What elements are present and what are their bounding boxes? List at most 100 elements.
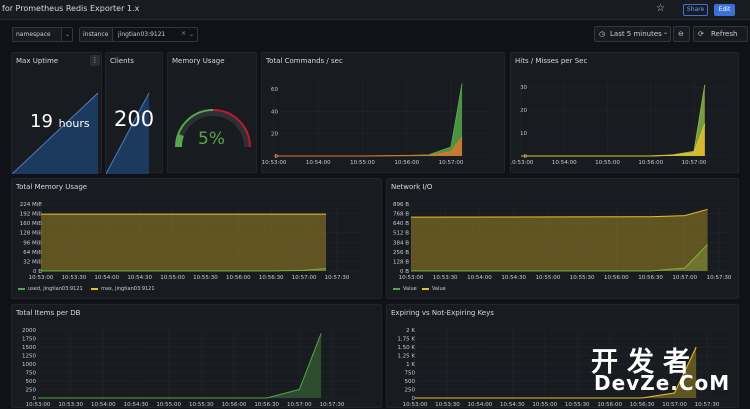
memory-usage-value: 5% xyxy=(198,129,225,149)
sparkline-line xyxy=(106,92,150,174)
panel-hits-misses[interactable]: Hits / Misses per Sec 0 10 20 30 10:53:00 10:… xyxy=(510,52,739,173)
legend-label: Value xyxy=(432,286,446,292)
x-tick-label: 10:56:00 xyxy=(222,402,247,408)
namespace-label: namespace xyxy=(13,28,62,41)
x-tick-label: 10:56:30 xyxy=(254,402,279,408)
series-area xyxy=(521,84,705,156)
x-tick-label: 10:57:00 xyxy=(292,275,317,281)
legend-swatch xyxy=(91,287,98,290)
legend-item[interactable]: used, jingtian03:9121 xyxy=(18,286,83,292)
panel-menu-icon[interactable]: ⋮ xyxy=(90,55,100,66)
clients-value: 200 xyxy=(114,107,155,131)
y-tick-label: 250 xyxy=(405,388,416,394)
instance-value[interactable]: jingtian03:9121 xyxy=(118,31,166,38)
y-tick-label: 896 B xyxy=(393,202,409,208)
share-button[interactable]: Share xyxy=(683,4,708,16)
clear-icon[interactable]: × xyxy=(181,30,187,37)
uptime-value: 19 hours xyxy=(30,111,90,132)
x-tick-label: 10:55:00 xyxy=(350,160,375,166)
x-tick-label: 10:55:30 xyxy=(565,402,590,408)
x-tick-label: 10:53:30 xyxy=(62,275,87,281)
series-area xyxy=(38,333,322,398)
instance-variable[interactable]: instance jingtian03:9121 × ⌄ xyxy=(79,27,198,42)
x-tick-label: 10:57:30 xyxy=(707,275,732,281)
y-tick-label: 768 B xyxy=(393,212,409,218)
star-icon[interactable]: ☆ xyxy=(656,3,665,14)
refresh-button[interactable]: ⟳ Refresh xyxy=(693,26,748,42)
series-line xyxy=(41,268,327,272)
y-tick-label: 750 xyxy=(26,371,37,377)
x-tick-label: 10:53:00 xyxy=(511,160,534,166)
clients-sparkline xyxy=(106,92,150,174)
x-tick-label: 10:53:30 xyxy=(433,275,458,281)
panel-expiring-keys[interactable]: Expiring vs Not-Expiring Keys 0 250 500 750… xyxy=(386,304,739,408)
legend-label: used, jingtian03:9121 xyxy=(28,286,83,292)
panel-total-memory[interactable]: Total Memory Usage 0 B 32 MiB 64 MiB 96 MiB… xyxy=(11,178,382,299)
y-tick-label: 10 xyxy=(520,131,527,137)
panel-title: Total Memory Usage xyxy=(16,183,88,191)
legend-item[interactable]: Value xyxy=(393,286,417,292)
x-tick-label: 10:56:30 xyxy=(638,275,663,281)
y-tick-label: 2 K xyxy=(406,328,415,334)
namespace-variable[interactable]: namespace ⌄ xyxy=(12,27,73,42)
x-tick-label: 10:53:00 xyxy=(403,402,428,408)
series-line xyxy=(521,84,706,157)
instance-label: instance xyxy=(80,28,113,41)
y-tick-label: 256 B xyxy=(393,250,409,256)
legend-label: max, jingtian03:9121 xyxy=(101,286,155,292)
refresh-label: Refresh xyxy=(711,30,738,38)
y-tick-label: 128 MiB xyxy=(20,231,43,237)
legend-swatch xyxy=(422,287,429,290)
chevron-down-icon: ⌄ xyxy=(663,29,669,36)
time-range-picker[interactable]: ◷ Last 5 minutes ⌄ xyxy=(594,26,671,42)
panel-max-uptime[interactable]: Max Uptime 19 hours xyxy=(11,52,102,174)
panel-memory-usage[interactable]: Memory Usage 5% xyxy=(167,52,257,173)
y-tick-label: 96 MiB xyxy=(23,240,42,246)
panel-title: Hits / Misses per Sec xyxy=(515,57,588,65)
x-tick-label: 10:54:30 xyxy=(500,402,525,408)
y-tick-label: 1000 xyxy=(22,362,36,368)
x-tick-label: 10:55:00 xyxy=(595,160,620,166)
y-tick-label: 0 B xyxy=(33,269,42,275)
legend-item[interactable]: max, jingtian03:9121 xyxy=(91,286,155,292)
legend-item[interactable]: Value xyxy=(422,286,446,292)
x-tick-label: 10:53:00 xyxy=(262,160,287,166)
legend-swatch xyxy=(393,287,400,290)
x-tick-label: 10:56:00 xyxy=(226,275,251,281)
panel-title: Clients xyxy=(110,57,134,65)
series-area xyxy=(411,209,708,271)
y-tick-label: 224 MiB xyxy=(20,202,43,208)
top-bar: for Prometheus Redis Exporter 1.x ☆ Shar… xyxy=(0,0,750,20)
x-tick-label: 10:57:00 xyxy=(662,402,687,408)
uptime-sparkline xyxy=(12,92,99,174)
x-tick-label: 10:53:00 xyxy=(399,275,424,281)
edit-button[interactable]: Edit xyxy=(714,4,735,16)
panel-title: Total Commands / sec xyxy=(266,57,343,65)
y-tick-label: 1.25 K xyxy=(397,354,415,360)
panel-network-io[interactable]: Network I/O 0 B 128 B 256 B 384 B 512 B 640 B… xyxy=(386,178,739,299)
x-tick-label: 10:54:00 xyxy=(94,275,119,281)
x-tick-label: 10:55:00 xyxy=(536,275,561,281)
panel-title: Memory Usage xyxy=(172,57,225,65)
y-tick-label: 128 B xyxy=(393,259,409,265)
chevron-down-icon[interactable]: ⌄ xyxy=(189,31,195,38)
panel-total-commands[interactable]: Total Commands / sec 0 20 40 60 10:53:00 10:5… xyxy=(261,52,505,173)
legend-label: Value xyxy=(403,286,417,292)
chevron-down-icon[interactable]: ⌄ xyxy=(65,31,71,38)
panel-clients[interactable]: Clients 200 xyxy=(105,52,163,174)
uptime-unit: hours xyxy=(58,117,90,130)
chart-expiring-keys: 0 250 500 750 1 K 1.25 K 1.50 K 1.75 K 2 K 10:53:… xyxy=(397,328,732,408)
panel-items-per-db[interactable]: Total Items per DB 0 250 500 750 1000 1250 150… xyxy=(11,304,382,408)
gauge-threshold-red xyxy=(212,109,251,148)
x-tick-label: 10:53:00 xyxy=(29,275,54,281)
refresh-icon: ⟳ xyxy=(698,30,704,38)
y-tick-label: 64 MiB xyxy=(23,250,42,256)
zoom-out-button[interactable]: ⊖ xyxy=(673,26,690,42)
panel-title: Total Items per DB xyxy=(16,309,81,317)
panel-title: Max Uptime xyxy=(16,57,59,65)
x-tick-label: 10:57:00 xyxy=(439,160,464,166)
y-tick-label: 40 xyxy=(271,109,278,115)
sparkline-line xyxy=(12,92,99,174)
memory-gauge xyxy=(175,109,251,148)
chart-items-per-db: 0 250 500 750 1000 1250 1500 1750 2000 10:53:00 10… xyxy=(22,328,362,408)
